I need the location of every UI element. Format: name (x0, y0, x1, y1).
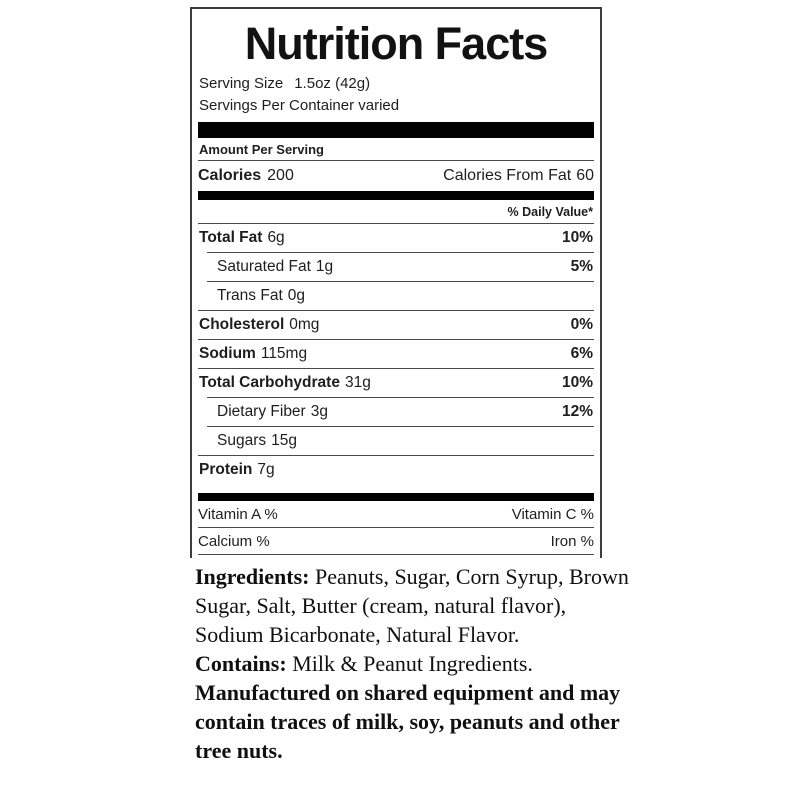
allergen-warning: Manufactured on shared equipment and may… (195, 680, 621, 763)
calories-from-fat-value: 60 (576, 166, 594, 184)
nutrient-row-sodium: Sodium 115mg 6% (198, 340, 594, 368)
micronutrient-row-minerals: Calcium % Iron % (198, 528, 594, 554)
nutrient-name: Dietary Fiber (217, 403, 306, 420)
ingredients-text: Peanuts, Sugar, Corn Syrup, Brown Sugar,… (195, 564, 629, 647)
divider (207, 252, 594, 253)
nutrient-name: Trans Fat (217, 287, 283, 304)
label-title: Nutrition Facts (244, 18, 549, 69)
nutrient-amount: 31g (344, 374, 371, 391)
divider (207, 426, 594, 427)
divider (198, 527, 594, 528)
contains-text: Milk & Peanut Ingredients. (292, 651, 533, 676)
divider (198, 554, 594, 555)
nutrient-row-trans-fat: Trans Fat 0g (198, 282, 594, 310)
nutrition-facts-label: Nutrition Facts Serving Size 1.5oz (42g) … (190, 7, 602, 558)
nutrient-amount: 1g (315, 258, 334, 275)
divider (198, 223, 594, 224)
thick-divider-calories (198, 191, 594, 200)
nutrient-daily-value: 10% (561, 374, 593, 391)
nutrient-amount: 0mg (289, 316, 320, 333)
divider (198, 310, 594, 311)
nutrient-row-sugars: Sugars 15g (198, 427, 594, 455)
ingredients-label: Ingredients: (195, 564, 310, 589)
vitamin-a: Vitamin A % (198, 505, 278, 523)
calories-label: Calories (198, 166, 262, 184)
nutrient-row-total-carbohydrate: Total Carbohydrate 31g 10% (198, 369, 594, 397)
nutrient-daily-value: 12% (561, 403, 593, 420)
nutrient-name: Total Carbohydrate (199, 374, 340, 391)
nutrient-amount: 7g (257, 461, 275, 478)
calories-from-fat-label: Calories From Fat (443, 166, 572, 184)
amount-per-serving-heading: Amount Per Serving (199, 142, 324, 157)
divider (207, 281, 594, 282)
contains-label: Contains: (195, 651, 287, 676)
ingredients-section: Ingredients: Peanuts, Sugar, Corn Syrup,… (195, 562, 629, 765)
nutrient-row-total-fat: Total Fat 6g 10% (198, 224, 594, 252)
divider (198, 339, 594, 340)
nutrient-name: Cholesterol (199, 316, 285, 333)
calcium: Calcium % (198, 532, 270, 550)
serving-size-label: Serving Size (199, 75, 284, 92)
nutrient-amount: 115mg (260, 345, 308, 362)
nutrient-amount: 3g (310, 403, 328, 420)
nutrient-name: Sugars (217, 432, 267, 449)
nutrient-name: Saturated Fat (217, 258, 311, 275)
thick-divider-top (198, 122, 594, 138)
calories-row: Calories 200 Calories From Fat 60 (198, 161, 594, 190)
contains-statement: Contains: Milk & Peanut Ingredients. (195, 649, 629, 678)
nutrient-daily-value: 10% (561, 229, 593, 246)
nutrient-row-protein: Protein 7g (198, 456, 594, 484)
nutrient-daily-value: 6% (570, 345, 593, 362)
nutrient-amount: 15g (271, 432, 297, 449)
nutrient-daily-value: 5% (570, 258, 593, 275)
thick-divider-bottom (198, 493, 594, 501)
serving-size-value: 1.5oz (42g) (294, 75, 371, 92)
nutrient-name: Sodium (199, 345, 256, 362)
nutrient-name: Total Fat (199, 229, 263, 246)
ingredients-statement: Ingredients: Peanuts, Sugar, Corn Syrup,… (195, 562, 629, 649)
calories: Calories 200 (198, 167, 294, 185)
nutrient-row-cholesterol: Cholesterol 0mg 0% (198, 311, 594, 339)
vitamin-c: Vitamin C % (511, 505, 594, 523)
servings-per-container: Servings Per Container varied (199, 97, 400, 114)
iron: Iron % (550, 532, 594, 550)
nutrient-daily-value: 0% (570, 316, 593, 333)
nutrient-name: Protein (199, 461, 253, 478)
serving-size-line: Serving Size 1.5oz (42g) (198, 73, 594, 95)
nutrient-amount: 6g (267, 229, 285, 246)
nutrient-row-saturated-fat: Saturated Fat 1g 5% (198, 253, 594, 281)
nutrient-amount: 0g (287, 287, 305, 304)
divider (198, 160, 594, 161)
divider (198, 455, 594, 456)
calories-value: 200 (267, 166, 294, 184)
divider (207, 397, 594, 398)
daily-value-header: % Daily Value* (507, 205, 593, 219)
micronutrient-row-vitamins: Vitamin A % Vitamin C % (198, 501, 594, 527)
nutrient-row-dietary-fiber: Dietary Fiber 3g 12% (198, 398, 594, 426)
calories-from-fat: Calories From Fat 60 (443, 167, 594, 185)
divider (198, 368, 594, 369)
